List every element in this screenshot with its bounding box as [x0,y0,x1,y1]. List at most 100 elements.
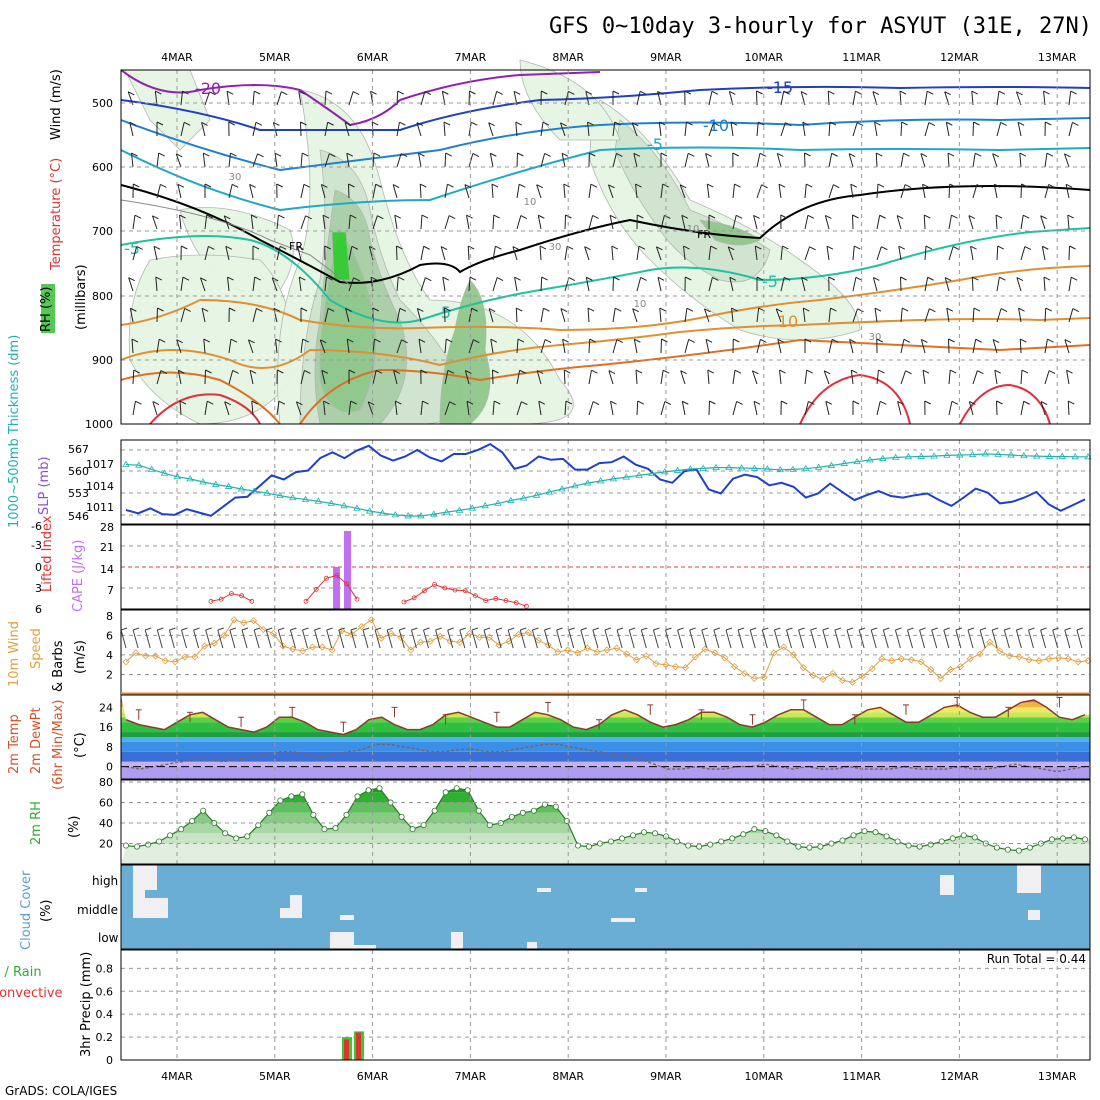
rh2m-point [718,838,725,845]
wind-barb [468,308,473,323]
wind-barb [876,183,879,199]
thickness-point [635,471,643,478]
wind-barb [134,214,142,219]
wind-barb [780,91,785,106]
wind-barb [372,370,377,385]
rh-shading [699,219,761,246]
cloud-gap [290,895,302,908]
wind-barb [276,246,281,261]
wind-barb [924,214,931,219]
wind-barb [781,400,788,405]
wind-barb [349,214,357,219]
wind-barb [592,401,600,406]
wind-barb [302,338,309,343]
wind-barb [466,400,474,405]
wind-barb [466,401,470,416]
wind-barb [158,152,165,157]
wind-barb [879,214,886,219]
wind-barb [1068,400,1075,405]
date-label-top: 9MAR [650,51,682,64]
wind10-barb [689,629,696,649]
wind-barb [568,277,576,281]
wind-barb [303,183,311,188]
wind-barb [230,338,238,343]
wind-barb [396,122,400,137]
wind10-barb [362,629,369,649]
thickness-line [125,453,1088,517]
wind-barb [464,184,472,189]
wind10-barb [580,629,587,649]
temp-contour [120,117,1091,172]
thickness-tick: 567 [68,443,89,456]
wind-barb [468,276,471,292]
wind-barb [1067,400,1070,416]
wind-barb [756,339,761,354]
wind-barb [992,339,998,354]
wind-barb [132,401,136,416]
wind-barb [588,370,592,385]
li-line [210,593,253,602]
precip-tick: 0.4 [96,1008,114,1021]
wind-barb [948,215,952,230]
cloud-gap [1028,910,1040,920]
wind-barb [420,369,427,374]
wind-barb [201,308,206,323]
wind10-point [897,655,906,663]
wind-barb [923,214,926,230]
wind-barb [367,401,375,406]
thickness-point [430,510,438,517]
wind10-barb [882,629,889,649]
wind-barb [801,277,806,292]
wind-barb [688,339,695,343]
wind-barb [872,91,880,96]
wind10-point [289,645,297,653]
wind-barb [278,400,286,405]
wind-barb [971,276,974,292]
wind-barb [300,121,307,126]
wind-barb [948,370,951,385]
wind-barb [513,90,521,95]
temp-band [121,741,1090,752]
wind10-barb [386,629,393,649]
wind10-barb [919,627,926,631]
thickness-point [609,475,618,482]
wind10-point [1045,655,1053,663]
wind-barb [348,246,353,261]
wind-barb [732,152,739,157]
wind-barb [684,153,689,168]
wind-barb [304,369,311,374]
wind-barb [761,184,768,189]
wind-barb [924,245,927,261]
wind-barb [492,91,498,106]
wind-barb [444,339,447,354]
wind-barb [635,183,642,188]
wind10-point [1015,653,1023,661]
wind-barb [1070,90,1077,95]
wind-barb [180,91,183,106]
wind-barb [897,400,904,405]
cloud-gap [611,918,635,922]
wind-barb [881,246,888,251]
wind-barb [852,308,859,323]
wind10-barb [471,629,478,649]
cloud-panel: high middle low Cloud Cover (%) [19,864,1091,950]
wind-barb [874,122,878,137]
wind10-point [858,672,866,680]
thickness-point [814,463,823,470]
wind-barb [417,308,424,312]
wind-barb [903,338,911,343]
wind-barb [131,338,139,343]
wind-barb [777,339,782,354]
wind-barb [679,184,686,199]
contour-label: -20 [195,79,221,98]
wind10-barb [120,627,128,631]
wind-barb [344,122,350,137]
wind-barb [324,90,327,106]
wind10-barb [907,629,913,649]
wind-barb [514,277,518,292]
wind-barb [540,276,543,292]
wind-barb [831,152,838,157]
wind10-point [986,638,994,646]
wind-barb [420,277,426,292]
wind10-tick: 6 [106,629,113,642]
